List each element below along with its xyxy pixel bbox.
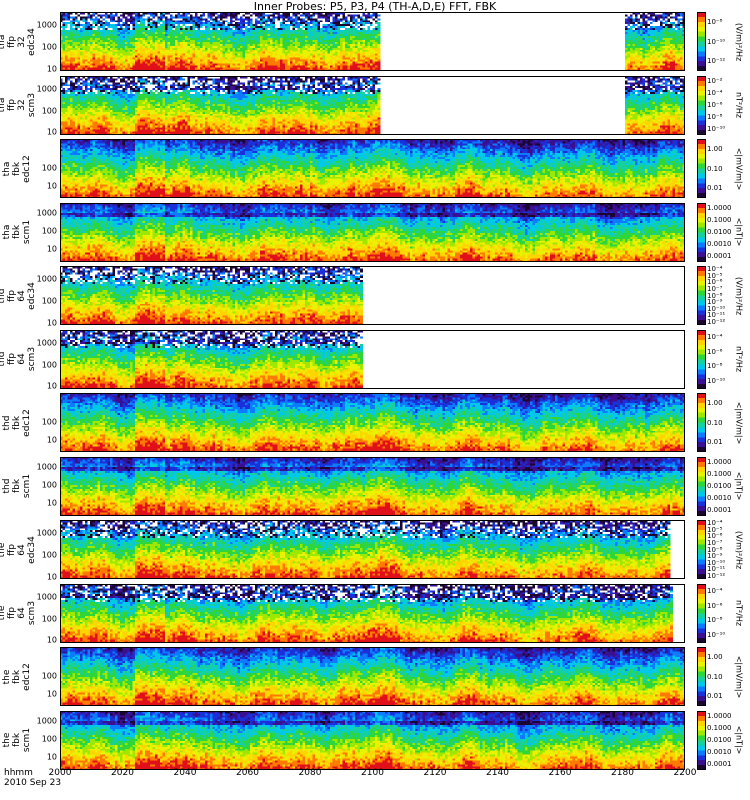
colorbar-segment: [697, 22, 706, 27]
ytick-label: 100: [42, 43, 57, 52]
panel-ylabel-line: 32: [17, 90, 27, 120]
spectrogram-plot: [60, 76, 685, 135]
panel-ylabel-line: ffp: [7, 90, 17, 120]
colorbar-tick-label: 10⁻¹⁰: [707, 38, 725, 46]
colorbar-unit-label: (V/m)²/Hz: [729, 12, 749, 71]
panel-yticks: 1000 100 10: [33, 12, 57, 71]
panel-yticks: 1000 100 10: [33, 76, 57, 135]
ytick-label: 10: [47, 64, 57, 73]
panel-ylabel: tha ffp 32 scm3: [2, 76, 32, 135]
colorbar: [697, 12, 706, 71]
spectrogram-panel: tha ffp 32 scm3 1000 100 10 10⁻² 10⁻⁴ 10⁻⁶ 10⁻⁸ 10⁻…: [0, 76, 750, 135]
colorbar-ticks: 10⁻⁸ 10⁻¹⁰ 10⁻¹²: [707, 12, 729, 71]
colorbar-segment: [697, 56, 706, 61]
colorbar-segment: [697, 37, 706, 42]
panel-ylabel-line: tha: [0, 27, 7, 57]
colorbar-segment: [697, 42, 706, 47]
ytick-label: 100: [42, 106, 57, 115]
panel-ylabel: tha ffp 32 edc34: [2, 12, 32, 71]
colorbar-segment: [697, 61, 706, 66]
panel-ylabel-line: 32: [17, 27, 27, 57]
colorbar-unit-text: (V/m)²/Hz: [735, 22, 744, 60]
ytick-label: 1000: [37, 84, 57, 93]
panel-ylabel-line: tha: [0, 90, 7, 120]
colorbar-tick-label: 10⁻¹²: [707, 57, 725, 65]
colorbar-segment: [697, 46, 706, 51]
ytick-label: 1000: [37, 21, 57, 30]
panel-ylabel-line: ffp: [7, 27, 17, 57]
ytick-label: 10: [47, 128, 57, 137]
colorbar-segment: [697, 17, 706, 22]
colorbar-segment: [697, 32, 706, 37]
colorbar-segment: [697, 51, 706, 56]
spectrogram-plot: [60, 12, 685, 71]
colorbar-tick-label: 10⁻⁸: [707, 18, 722, 26]
spectrogram-panel: tha ffp 32 edc34 1000 100 10 10⁻⁸ 10⁻¹⁰ 10⁻¹² (V/m…: [0, 12, 750, 71]
colorbar-segment: [697, 27, 706, 32]
